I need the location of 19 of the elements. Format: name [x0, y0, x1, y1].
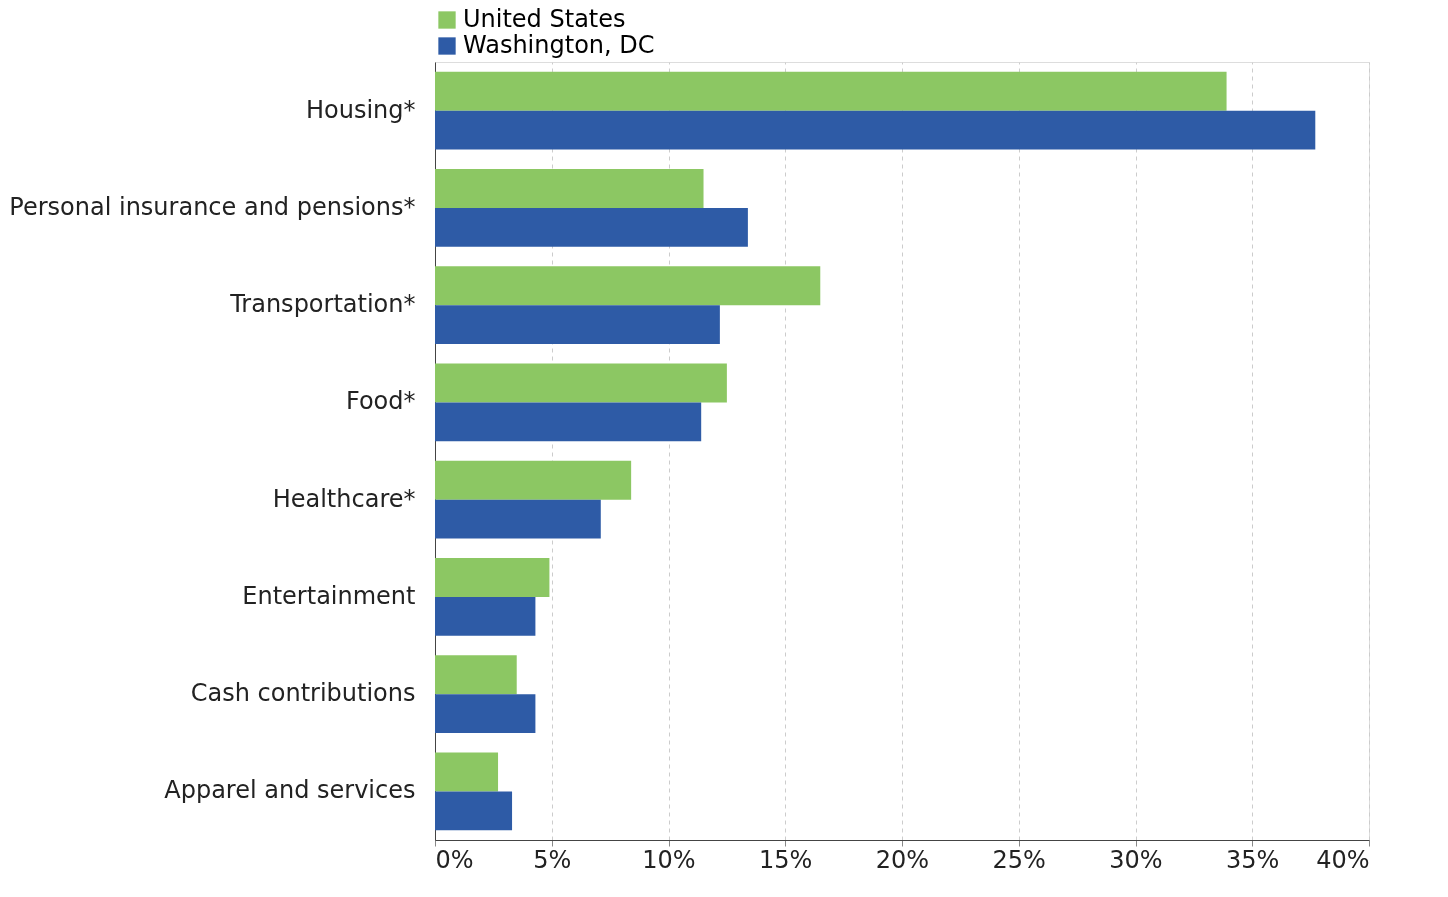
x-tick-label: 25%: [992, 845, 1046, 874]
y-tick-label: Personal insurance and pensions*: [9, 192, 416, 221]
x-tick-label: 20%: [875, 845, 930, 874]
x-tick-label: 10%: [642, 845, 696, 874]
y-tick-label: Food*: [345, 387, 416, 416]
x-tick-label: 35%: [1226, 845, 1280, 874]
y-tick-label: Apparel and services: [164, 776, 416, 805]
x-tick-label: 0%: [435, 845, 474, 874]
legend-label: United States: [463, 5, 626, 33]
x-tick-label: 5%: [533, 845, 572, 874]
x-tick-label: 15%: [759, 845, 813, 874]
y-tick-label: Cash contributions: [190, 679, 416, 708]
y-tick-label: Transportation*: [229, 290, 416, 319]
x-tick-label: 30%: [1109, 845, 1163, 874]
x-tick-label: 40%: [1316, 845, 1370, 874]
y-tick-label: Healthcare*: [272, 484, 416, 513]
legend-label: Washington, DC: [463, 31, 655, 59]
y-tick-label: Entertainment: [242, 581, 416, 610]
y-tick-label: Housing*: [305, 95, 416, 124]
